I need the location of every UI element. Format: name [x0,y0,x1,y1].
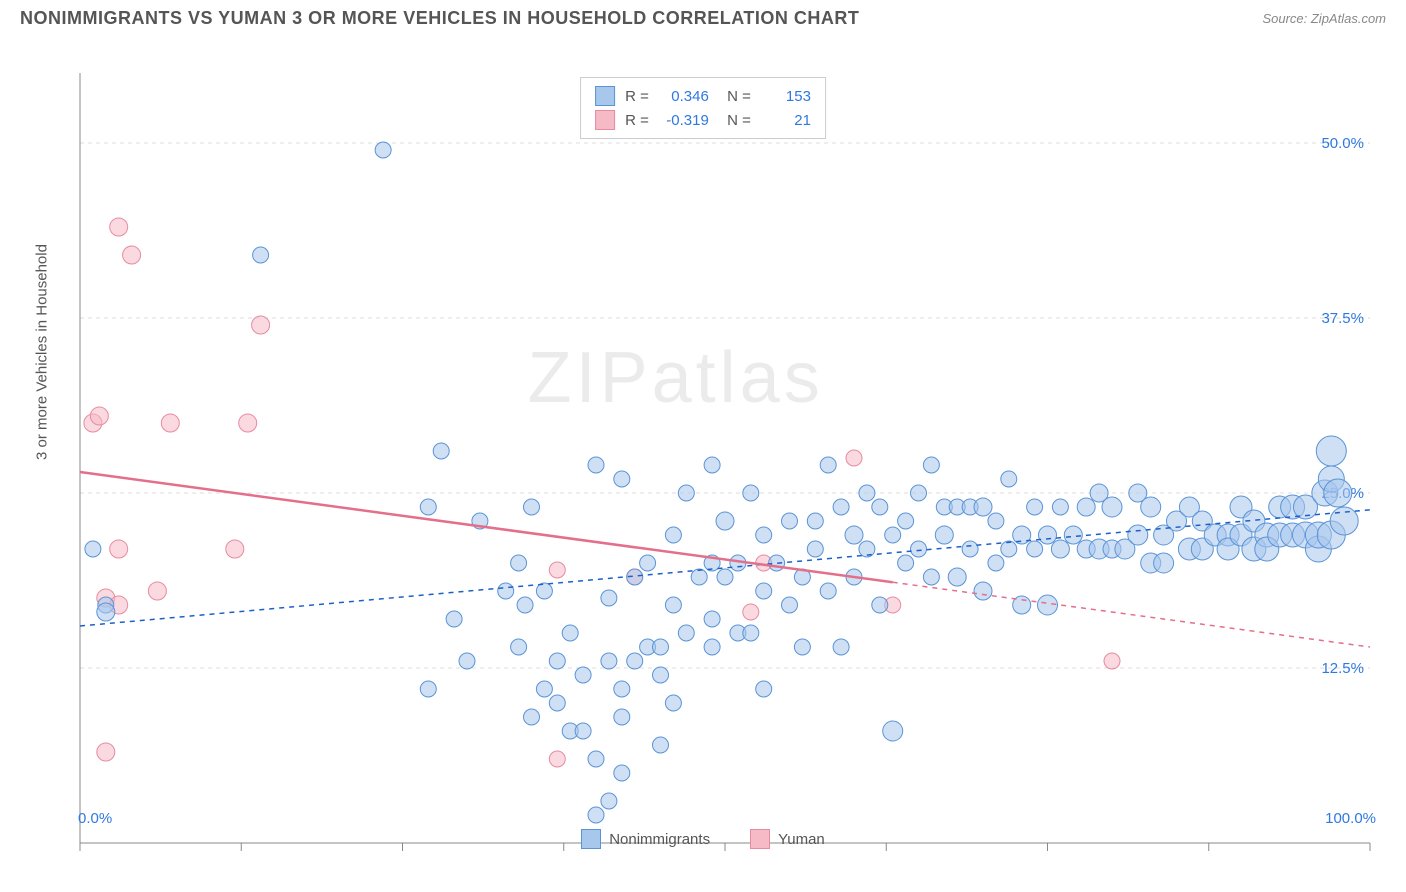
n-value-0: 153 [761,88,811,105]
chart-area: 3 or more Vehicles in Household 12.5%25.… [20,33,1386,855]
legend-item-0: Nonimmigrants [581,829,710,849]
svg-text:12.5%: 12.5% [1321,660,1364,677]
scatter-svg: 12.5%25.0%37.5%50.0% [20,33,1386,855]
legend-swatch-0 [581,829,601,849]
x-axis-min-label: 0.0% [78,810,112,827]
r-value-0: 0.346 [659,88,709,105]
chart-header: NONIMMIGRANTS VS YUMAN 3 OR MORE VEHICLE… [0,0,1406,33]
r-value-1: -0.319 [659,112,709,129]
legend-label-0: Nonimmigrants [609,831,710,848]
chart-source: Source: ZipAtlas.com [1262,11,1386,26]
svg-text:37.5%: 37.5% [1321,310,1364,327]
stats-row-series1: R = -0.319 N = 21 [595,108,811,132]
chart-legend: Nonimmigrants Yuman [20,829,1386,849]
stats-row-series0: R = 0.346 N = 153 [595,84,811,108]
n-value-1: 21 [761,112,811,129]
y-axis-title: 3 or more Vehicles in Household [34,244,51,460]
swatch-series1 [595,110,615,130]
swatch-series0 [595,86,615,106]
correlation-stats-box: R = 0.346 N = 153 R = -0.319 N = 21 [580,77,826,139]
legend-swatch-1 [750,829,770,849]
svg-text:50.0%: 50.0% [1321,135,1364,152]
x-axis-max-label: 100.0% [1325,810,1376,827]
legend-label-1: Yuman [778,831,825,848]
chart-title: NONIMMIGRANTS VS YUMAN 3 OR MORE VEHICLE… [20,8,859,29]
legend-item-1: Yuman [750,829,825,849]
